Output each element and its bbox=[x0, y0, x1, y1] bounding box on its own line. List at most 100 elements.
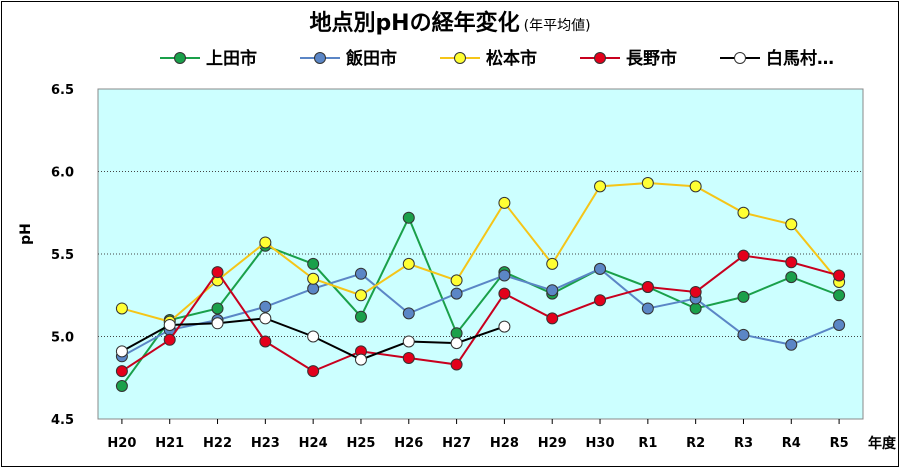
data-point bbox=[163, 318, 176, 331]
data-point bbox=[594, 180, 607, 193]
data-point bbox=[450, 337, 463, 350]
data-point bbox=[307, 330, 320, 343]
data-point bbox=[737, 328, 750, 341]
series-line bbox=[121, 267, 840, 358]
data-point bbox=[689, 302, 702, 315]
x-tick-label: H22 bbox=[203, 436, 232, 451]
data-point bbox=[737, 249, 750, 262]
data-point bbox=[689, 285, 702, 298]
data-point bbox=[785, 338, 798, 351]
x-tick-label: R2 bbox=[686, 436, 705, 451]
legend-marker bbox=[594, 52, 606, 64]
data-point bbox=[307, 365, 320, 378]
data-point bbox=[307, 272, 320, 285]
legend-marker bbox=[174, 52, 186, 64]
x-tick-label: H28 bbox=[490, 436, 519, 451]
data-point bbox=[641, 302, 654, 315]
x-tick-label: H24 bbox=[299, 436, 328, 451]
data-point bbox=[450, 274, 463, 287]
data-point bbox=[498, 269, 511, 282]
data-point bbox=[402, 351, 415, 364]
data-point bbox=[163, 333, 176, 346]
series-1 bbox=[115, 262, 846, 363]
data-point bbox=[689, 180, 702, 193]
x-tick-label: R4 bbox=[782, 436, 801, 451]
data-point bbox=[450, 287, 463, 300]
data-point bbox=[402, 335, 415, 348]
series-3 bbox=[115, 249, 846, 378]
x-tick-label: H20 bbox=[107, 436, 136, 451]
legend: 上田市 飯田市 松本市 長野市 白馬村… bbox=[160, 48, 834, 69]
x-tick-label: H29 bbox=[538, 436, 567, 451]
data-point bbox=[115, 345, 128, 358]
legend-label: 白馬村… bbox=[766, 48, 834, 69]
data-point bbox=[402, 257, 415, 270]
data-point bbox=[211, 317, 224, 330]
series-2 bbox=[115, 177, 846, 328]
plot-area bbox=[97, 88, 864, 420]
x-tick-label: R3 bbox=[734, 436, 753, 451]
x-axis: H20 H21 H22 H23 H24 H25 H26 H27 H28 H29 H30 R1 R2 R3 R… bbox=[107, 419, 849, 451]
legend-marker bbox=[734, 52, 746, 64]
data-point bbox=[354, 267, 367, 280]
data-point bbox=[785, 218, 798, 231]
data-point bbox=[354, 353, 367, 366]
legend-marker bbox=[454, 52, 466, 64]
data-point bbox=[354, 310, 367, 323]
series-line bbox=[121, 215, 840, 387]
data-point bbox=[307, 282, 320, 295]
data-point bbox=[833, 289, 846, 302]
data-point bbox=[594, 262, 607, 275]
x-tick-label: H21 bbox=[155, 436, 184, 451]
chart-subtitle: (年平均値) bbox=[524, 18, 591, 34]
x-tick-label: H23 bbox=[251, 436, 280, 451]
y-tick-label: 6.0 bbox=[51, 166, 74, 181]
x-tick-label: H26 bbox=[394, 436, 423, 451]
data-point bbox=[498, 320, 511, 333]
y-tick-label: 4.5 bbox=[51, 413, 74, 428]
data-point bbox=[785, 271, 798, 284]
data-point bbox=[498, 196, 511, 209]
data-point bbox=[833, 318, 846, 331]
chart-title-main: 地点別pHの経年変化 bbox=[309, 10, 519, 36]
data-point bbox=[307, 257, 320, 270]
data-point bbox=[450, 327, 463, 340]
data-point bbox=[259, 312, 272, 325]
data-point bbox=[354, 289, 367, 302]
data-point bbox=[259, 335, 272, 348]
legend-label: 長野市 bbox=[626, 48, 677, 69]
data-point bbox=[594, 294, 607, 307]
data-point bbox=[737, 290, 750, 303]
y-tick-label: 5.5 bbox=[51, 248, 74, 263]
x-axis-label: 年度 bbox=[868, 435, 897, 452]
x-tick-label: H27 bbox=[442, 436, 471, 451]
series-group bbox=[115, 177, 846, 392]
data-point bbox=[546, 257, 559, 270]
data-point bbox=[641, 177, 654, 190]
data-point bbox=[259, 300, 272, 313]
series-line bbox=[121, 254, 840, 373]
data-point bbox=[211, 302, 224, 315]
data-point bbox=[450, 358, 463, 371]
series-line bbox=[121, 182, 840, 323]
legend-label: 松本市 bbox=[486, 48, 537, 69]
series-4 bbox=[115, 312, 511, 366]
y-tick-label: 5.0 bbox=[51, 331, 74, 346]
data-point bbox=[641, 281, 654, 293]
data-point bbox=[402, 307, 415, 320]
data-point bbox=[259, 236, 272, 249]
x-tick-label: H30 bbox=[586, 436, 615, 451]
y-tick-label: 6.5 bbox=[51, 83, 74, 98]
legend-label: 飯田市 bbox=[345, 48, 397, 69]
x-tick-label: H25 bbox=[346, 436, 375, 451]
data-point bbox=[402, 211, 415, 224]
x-tick-label: R1 bbox=[638, 436, 657, 451]
data-point bbox=[498, 287, 511, 300]
x-tick-label: R5 bbox=[830, 436, 849, 451]
data-point bbox=[546, 312, 559, 325]
data-point bbox=[785, 256, 798, 269]
data-point bbox=[737, 206, 750, 219]
y-axis: 4.5 5.0 5.5 6.0 6.5 bbox=[51, 83, 74, 428]
